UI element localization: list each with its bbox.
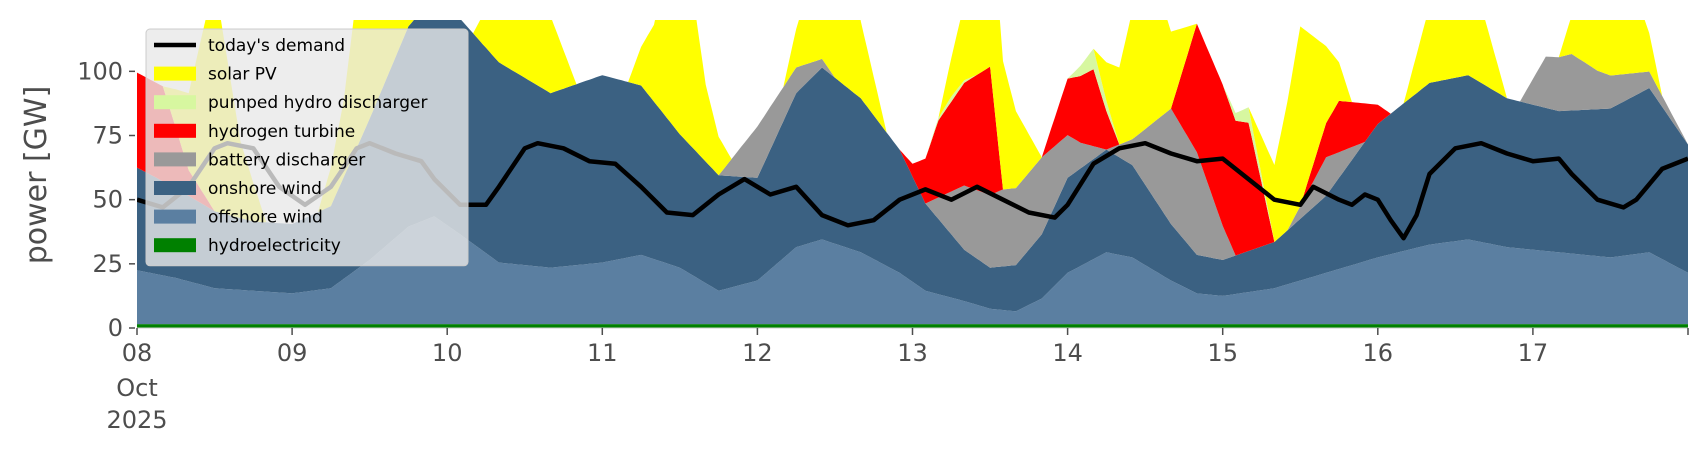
y-tick-label: 100: [77, 57, 123, 85]
area-series-group: [137, 20, 1688, 328]
legend-label: pumped hydro discharger: [208, 93, 427, 113]
x-tick-label: 10: [432, 339, 463, 367]
area-solar-pv: [137, 20, 1688, 242]
x-tick-label: 14: [1052, 339, 1083, 367]
x-tick-label: 09: [277, 339, 308, 367]
x-tick-label: 08: [122, 339, 153, 367]
legend-swatch: [154, 95, 196, 110]
legend-box: [145, 28, 469, 267]
legend-swatch: [154, 181, 196, 195]
x-tick-label: 17: [1518, 339, 1549, 367]
x-tick-label: 11: [587, 339, 618, 367]
y-tick-label: 0: [108, 314, 123, 342]
legend-swatch: [154, 66, 196, 81]
x-ticks: 08 Oct 2025 09 10 11 12 13 14 15 16 17: [106, 328, 1689, 434]
y-ticks: 0 25 50 75 100: [77, 57, 135, 342]
legend-swatch: [154, 152, 196, 167]
legend-swatch: [154, 123, 196, 138]
x-tick-label: 15: [1207, 339, 1238, 367]
area-hydroelectricity: [137, 324, 1688, 328]
legend-label: today's demand: [208, 36, 345, 56]
area-offshore-wind: [137, 216, 1688, 325]
legend-label: offshore wind: [208, 208, 323, 228]
legend-label: hydrogen turbine: [208, 122, 355, 142]
x-tick-label: 16: [1363, 339, 1394, 367]
legend-label: onshore wind: [208, 179, 322, 199]
legend-swatch: [154, 238, 196, 253]
y-tick-label: 50: [92, 186, 123, 214]
y-tick-label: 75: [92, 122, 123, 150]
area-onshore-wind: [137, 20, 1688, 312]
legend-swatch: [154, 209, 196, 224]
legend-label: solar PV: [208, 65, 277, 85]
x-tick-sublabel: 2025: [106, 406, 167, 434]
legend-label: battery discharger: [208, 150, 365, 170]
y-axis-title: power [GW]: [19, 86, 54, 265]
x-tick-label: 12: [742, 339, 773, 367]
x-tick-label: 13: [897, 339, 928, 367]
y-tick-label: 25: [92, 250, 123, 278]
legend: today's demand solar PV pumped hydro disch…: [145, 28, 469, 267]
x-tick-sublabel: Oct: [116, 374, 158, 402]
legend-label: hydroelectricity: [208, 236, 341, 256]
